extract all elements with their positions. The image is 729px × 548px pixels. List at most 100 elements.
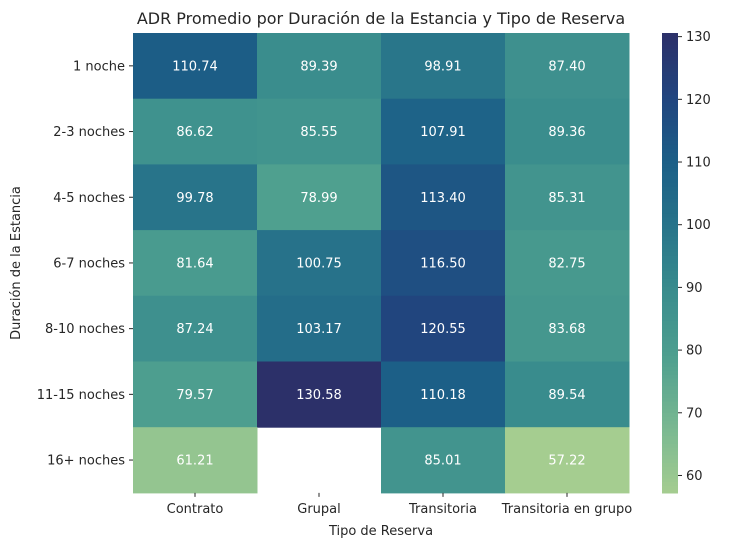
colorbar-segment <box>662 293 678 299</box>
y-tick-label: 8-10 noches <box>45 322 125 337</box>
colorbar-segment <box>662 274 678 279</box>
cell-value-label: 130.58 <box>296 388 342 403</box>
colorbar-segment <box>662 343 678 348</box>
colorbar-segment <box>662 427 678 433</box>
colorbar-segment <box>662 308 678 314</box>
colorbar-segment <box>662 458 678 463</box>
heatmap-cell <box>505 427 630 494</box>
colorbar-segment <box>662 136 678 141</box>
cell-value-label: 116.50 <box>420 256 466 271</box>
colorbar-segment <box>662 331 678 337</box>
colorbar-segment <box>662 339 678 345</box>
colorbar-segment <box>662 247 678 253</box>
colorbar-segment <box>662 282 678 287</box>
heatmap-cell <box>381 164 506 231</box>
colorbar-segment <box>662 251 678 256</box>
colorbar-segment <box>662 377 678 383</box>
colorbar-segment <box>662 489 678 494</box>
colorbar-segment <box>662 289 678 295</box>
colorbar-segment <box>662 239 678 245</box>
colorbar-tick-label: 60 <box>686 469 703 484</box>
heatmap-cell <box>133 98 258 165</box>
colorbar-segment <box>662 412 678 417</box>
colorbar-segment <box>662 55 678 61</box>
colorbar-segment <box>662 232 678 237</box>
colorbar-segment <box>662 86 678 92</box>
colorbar-segment <box>662 167 678 172</box>
cell-value-label: 99.78 <box>176 191 213 206</box>
cell-value-label: 113.40 <box>420 191 466 206</box>
colorbar-segment <box>662 320 678 325</box>
cell-value-label: 110.18 <box>420 388 466 403</box>
colorbar-segment <box>662 485 678 490</box>
colorbar-segment <box>662 132 678 138</box>
colorbar-segment <box>662 259 678 264</box>
colorbar-segment <box>662 163 678 168</box>
colorbar-segment <box>662 147 678 153</box>
colorbar-segment <box>662 224 678 230</box>
colorbar-segment <box>662 197 678 203</box>
colorbar-segment <box>662 101 678 107</box>
colorbar-segment <box>662 109 678 115</box>
y-tick-label: 1 noche <box>73 59 125 74</box>
x-tick-label: Contrato <box>167 502 224 517</box>
colorbar-segment <box>662 59 678 65</box>
colorbar-segment <box>662 462 678 467</box>
colorbar-segment <box>662 358 678 364</box>
colorbar-segment <box>662 33 678 38</box>
cell-value-label: 85.55 <box>300 125 337 140</box>
colorbar-segment <box>662 151 678 157</box>
colorbar-segment <box>662 285 678 291</box>
colorbar-segment <box>662 481 678 486</box>
y-axis-ticks: 1 noche 2-3 noches 4-5 noches 6-7 noches 8-1… <box>37 59 133 469</box>
colorbar-segment <box>662 140 678 145</box>
colorbar-segment <box>662 178 678 184</box>
colorbar-segment <box>662 36 678 42</box>
colorbar-segment <box>662 335 678 341</box>
cell-value-label: 110.74 <box>172 59 218 74</box>
heatmap-cell <box>257 164 382 231</box>
y-tick-label: 11-15 noches <box>37 388 125 403</box>
colorbar-segment <box>662 370 678 375</box>
colorbar-segment <box>662 385 678 391</box>
colorbar-segment <box>662 270 678 276</box>
heatmap-cell <box>133 361 258 428</box>
colorbar-segment <box>662 213 678 218</box>
cell-value-label: 89.36 <box>548 125 585 140</box>
heatmap-cell <box>381 361 506 428</box>
x-tick-label: Transitoria en grupo <box>501 502 633 517</box>
colorbar-segment <box>662 75 678 80</box>
cell-value-label: 100.75 <box>296 256 342 271</box>
colorbar-segment <box>662 408 678 414</box>
heatmap-cell <box>505 230 630 297</box>
colorbar-segment <box>662 446 678 452</box>
colorbar-segment <box>662 105 678 111</box>
colorbar: 60 70 80 90 100 110 120 130 <box>662 30 711 494</box>
heatmap-cell <box>257 98 382 165</box>
colorbar-segment <box>662 94 678 99</box>
heatmap-cell <box>257 361 382 428</box>
colorbar-segment <box>662 404 678 410</box>
colorbar-segment <box>662 450 678 456</box>
colorbar-segment <box>662 397 678 402</box>
colorbar-segment <box>662 48 678 53</box>
colorbar-segment <box>662 52 678 57</box>
cell-value-label: 79.57 <box>176 388 213 403</box>
x-tick-label: Transitoria <box>408 502 477 517</box>
cell-value-label: 87.40 <box>548 59 585 74</box>
colorbar-segment <box>662 170 678 176</box>
colorbar-segment <box>662 71 678 76</box>
heatmap-cell <box>381 230 506 297</box>
colorbar-segment <box>662 374 678 379</box>
colorbar-segment <box>662 113 678 118</box>
heatmap-cell <box>381 427 506 494</box>
colorbar-tick-label: 110 <box>686 156 711 171</box>
x-axis-ticks: Contrato Grupal Transitoria Transitoria en … <box>167 492 633 517</box>
cell-value-label: 61.21 <box>176 454 213 469</box>
colorbar-tick-label: 100 <box>686 218 711 233</box>
colorbar-segment <box>662 205 678 210</box>
colorbar-segment <box>662 117 678 122</box>
colorbar-segment <box>662 63 678 69</box>
colorbar-segment <box>662 454 678 460</box>
y-tick-label: 6-7 noches <box>53 256 125 271</box>
